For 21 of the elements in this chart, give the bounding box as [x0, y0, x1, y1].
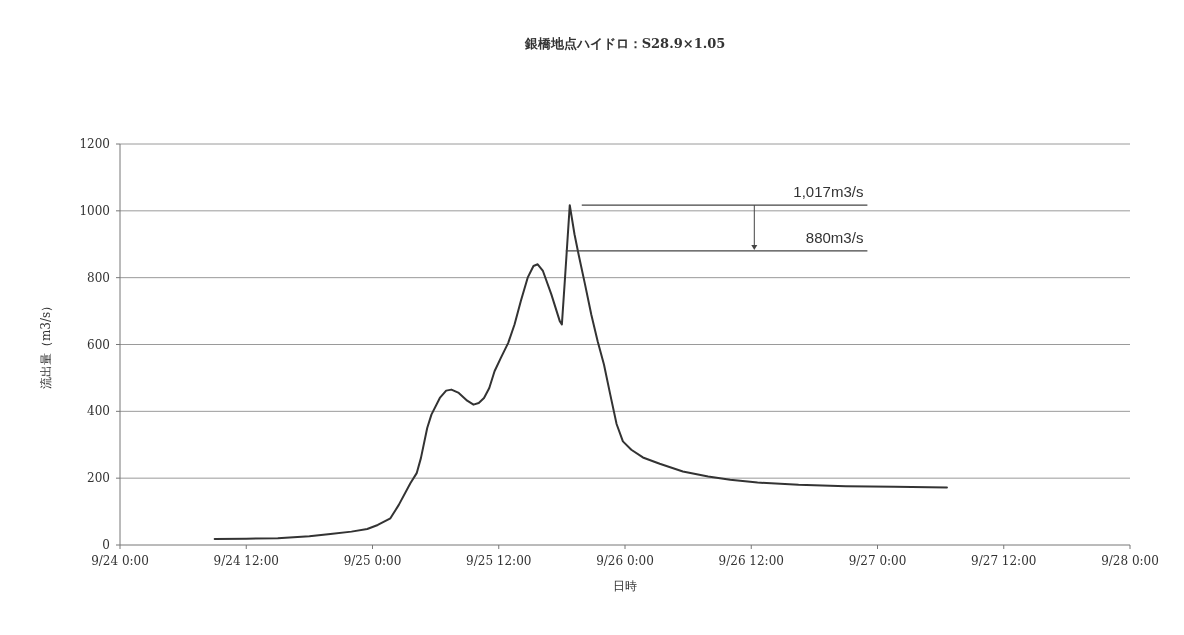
x-tick-label: 9/24 12:00 [213, 554, 279, 568]
x-tick-label: 9/27 12:00 [971, 554, 1037, 568]
x-tick-label: 9/28 0:00 [1101, 554, 1159, 568]
y-tick-label: 1200 [79, 137, 110, 151]
x-tick-label: 9/24 0:00 [91, 554, 149, 568]
ref-line-label: 880m3/s [805, 228, 864, 246]
x-tick-label: 9/26 0:00 [596, 554, 654, 568]
x-tick-label: 9/25 0:00 [343, 554, 402, 568]
y-tick-label: 400 [87, 404, 110, 419]
y-tick-label: 800 [87, 270, 110, 285]
y-tick-label: 0 [102, 538, 110, 552]
x-tick-label: 9/26 12:00 [718, 554, 784, 568]
x-axis-title: 日時 [613, 579, 637, 593]
y-axis-title: 流出量（m3/s） [39, 299, 53, 390]
x-tick-label: 9/25 12:00 [466, 554, 532, 568]
x-tick-label: 9/27 0:00 [848, 554, 907, 568]
y-tick-label: 200 [87, 471, 110, 486]
ref-line-label: 1,017m3/s [793, 183, 864, 201]
chart-title: 銀橋地点ハイドロ：S28.9×1.05 [523, 36, 726, 51]
y-tick-label: 1000 [79, 203, 110, 218]
y-tick-label: 600 [87, 337, 110, 352]
